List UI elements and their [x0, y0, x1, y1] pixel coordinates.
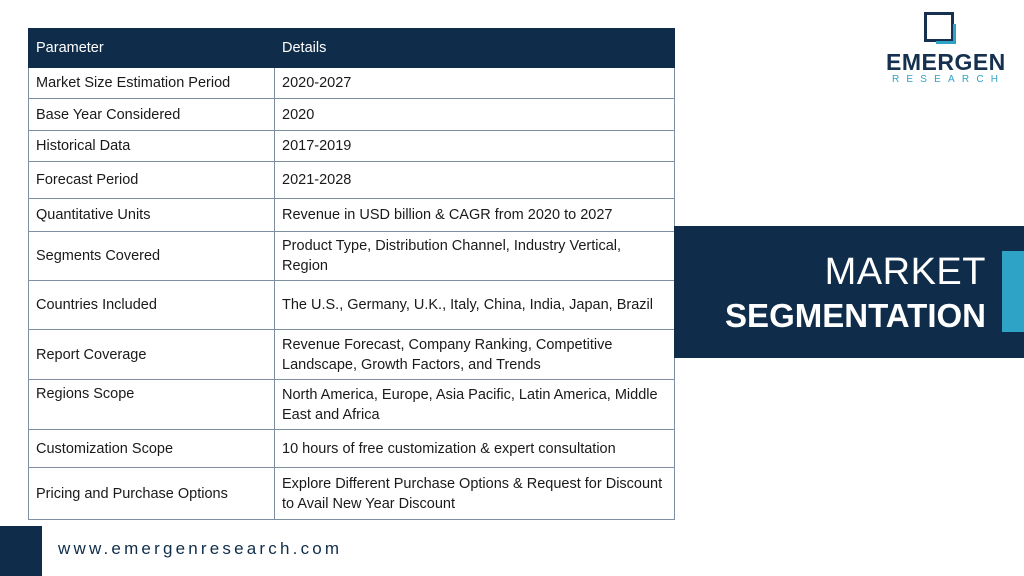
- parameter-cell: Forecast Period: [28, 161, 275, 199]
- banner-title-line1: MARKET: [824, 251, 986, 293]
- table-row: Pricing and Purchase Options Explore Dif…: [28, 467, 675, 520]
- emergen-research-logo: EMERGEN RESEARCH: [886, 12, 1006, 86]
- logo-subtitle: RESEARCH: [892, 74, 1006, 85]
- parameters-table: Parameter Details Market Size Estimation…: [28, 28, 675, 520]
- details-cell: Product Type, Distribution Channel, Indu…: [274, 231, 675, 281]
- banner-title-line2: SEGMENTATION: [725, 297, 986, 334]
- logo-accent-icon: [936, 24, 956, 44]
- details-cell: The U.S., Germany, U.K., Italy, China, I…: [274, 280, 675, 330]
- parameter-cell: Pricing and Purchase Options: [28, 467, 275, 520]
- parameter-cell: Customization Scope: [28, 429, 275, 468]
- details-cell: Revenue Forecast, Company Ranking, Compe…: [274, 329, 675, 380]
- logo-square-icon: [924, 12, 954, 42]
- details-cell: 2021-2028: [274, 161, 675, 199]
- table-row: Market Size Estimation Period 2020-2027: [28, 67, 675, 99]
- header-parameter: Parameter: [28, 28, 275, 68]
- parameter-cell: Segments Covered: [28, 231, 275, 281]
- market-segmentation-banner: MARKET SEGMENTATION: [674, 226, 1024, 358]
- header-details: Details: [274, 28, 675, 68]
- banner-accent-bar: [1002, 251, 1024, 332]
- parameter-cell: Regions Scope: [28, 379, 275, 430]
- table-row: Countries Included The U.S., Germany, U.…: [28, 280, 675, 330]
- table-row: Quantitative Units Revenue in USD billio…: [28, 198, 675, 232]
- parameter-cell: Market Size Estimation Period: [28, 67, 275, 99]
- table-row: Customization Scope 10 hours of free cus…: [28, 429, 675, 468]
- details-cell: 2020-2027: [274, 67, 675, 99]
- table-row: Base Year Considered 2020: [28, 98, 675, 131]
- table-header-row: Parameter Details: [28, 28, 675, 68]
- details-cell: North America, Europe, Asia Pacific, Lat…: [274, 379, 675, 430]
- footer-block: [0, 526, 42, 576]
- table-row: Historical Data 2017-2019: [28, 130, 675, 162]
- table-row: Report Coverage Revenue Forecast, Compan…: [28, 329, 675, 380]
- parameter-cell: Quantitative Units: [28, 198, 275, 232]
- details-cell: 2020: [274, 98, 675, 131]
- details-cell: Explore Different Purchase Options & Req…: [274, 467, 675, 520]
- table-row: Regions Scope North America, Europe, Asi…: [28, 379, 675, 430]
- logo-name: EMERGEN: [886, 49, 1006, 75]
- parameter-cell: Historical Data: [28, 130, 275, 162]
- parameter-cell: Report Coverage: [28, 329, 275, 380]
- details-cell: 2017-2019: [274, 130, 675, 162]
- parameter-cell: Countries Included: [28, 280, 275, 330]
- table-row: Segments Covered Product Type, Distribut…: [28, 231, 675, 281]
- details-cell: 10 hours of free customization & expert …: [274, 429, 675, 468]
- details-cell: Revenue in USD billion & CAGR from 2020 …: [274, 198, 675, 232]
- table-row: Forecast Period 2021-2028: [28, 161, 675, 199]
- parameter-cell: Base Year Considered: [28, 98, 275, 131]
- footer-website-link[interactable]: www.emergenresearch.com: [58, 539, 343, 558]
